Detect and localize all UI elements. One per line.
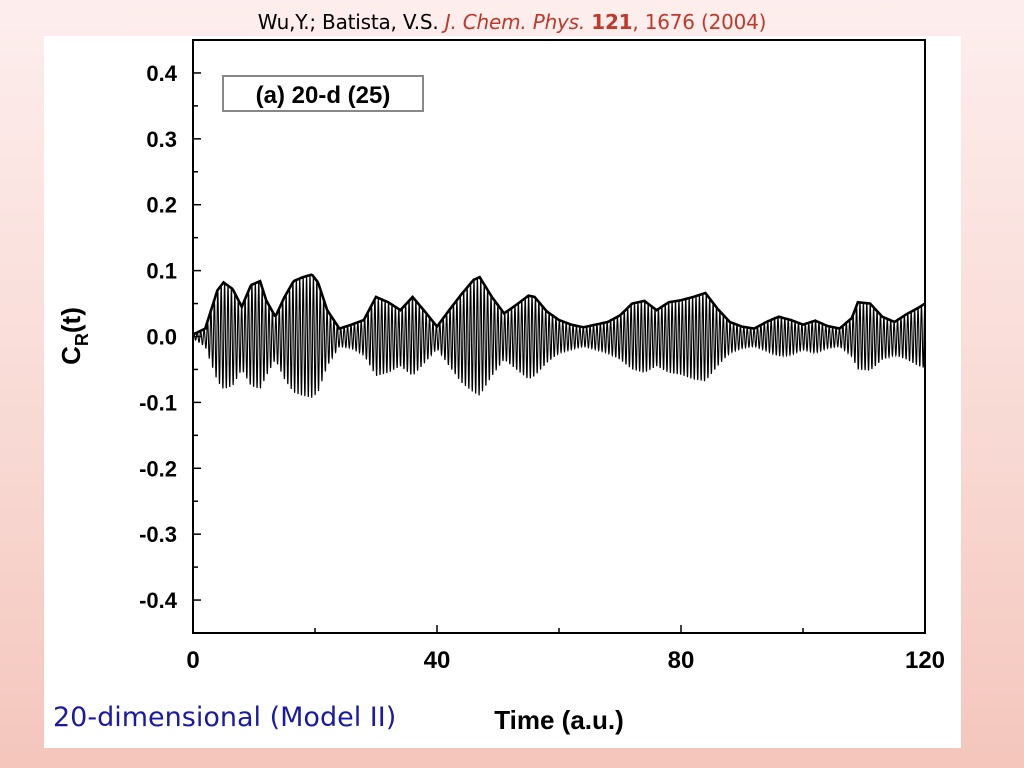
axes-layer [192, 39, 926, 634]
signal-trace [192, 275, 926, 398]
x-tick-label: 0 [186, 647, 199, 674]
citation: Wu,Y.; Batista, V.S. J. Chem. Phys. 121,… [0, 10, 1024, 34]
figure-caption: 20-dimensional (Model II) [53, 702, 397, 733]
signal-envelope [192, 273, 926, 336]
x-axis-label: Time (a.u.) [494, 705, 624, 735]
y-axis-label: CR(t) [56, 307, 92, 365]
chart-title-box: (a) 20-d (25) [222, 75, 424, 112]
chart: 0.4 0.3 0.2 0.1 0.0 -0.1 -0.2 -0.3 -0.4 0 40 80 120 T… [56, 39, 945, 735]
y-axis-label-subscript: R [72, 333, 92, 346]
y-axis-label-main: C [56, 346, 86, 365]
chart-title-frame [222, 75, 424, 112]
citation-authors: Wu,Y.; Batista, V.S. [257, 10, 439, 34]
y-tick-label: -0.4 [139, 588, 178, 613]
x-tick-label: 120 [905, 647, 945, 674]
citation-journal: J. Chem. Phys. [444, 10, 586, 34]
signal-layer [192, 273, 926, 398]
y-tick-label: 0.2 [146, 193, 177, 218]
y-tick-label: 0.3 [146, 127, 177, 152]
y-tick-label: -0.1 [139, 390, 177, 415]
y-tick-label: 0.4 [146, 61, 177, 86]
x-tick-label: 40 [424, 647, 451, 674]
y-tick-label: -0.3 [139, 522, 177, 547]
labels-layer: 0.4 0.3 0.2 0.1 0.0 -0.1 -0.2 -0.3 -0.4 0 40 80 120 T… [56, 61, 945, 735]
y-axis-label-tail: (t) [56, 307, 86, 333]
y-tick-label: -0.2 [139, 456, 177, 481]
x-tick-label: 80 [668, 647, 695, 674]
citation-pages: , 1676 (2004) [632, 10, 767, 34]
citation-volume: 121 [591, 10, 633, 34]
figure-panel: 0.4 0.3 0.2 0.1 0.0 -0.1 -0.2 -0.3 -0.4 0 40 80 120 T… [44, 36, 961, 748]
chart-title: (a) 20-d (25) [256, 82, 391, 109]
y-tick-label: 0.0 [146, 325, 177, 350]
y-tick-label: 0.1 [146, 259, 177, 284]
